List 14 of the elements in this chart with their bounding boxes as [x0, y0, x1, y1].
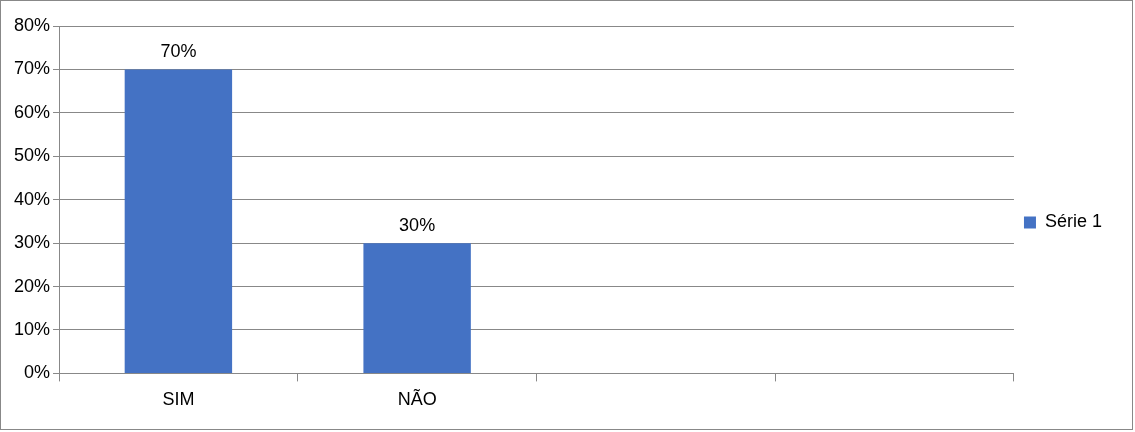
y-tick-label: 20%	[14, 275, 51, 296]
legend-label: Série 1	[1044, 211, 1103, 232]
y-tick-label: 50%	[14, 145, 51, 166]
y-tick-label: 80%	[14, 14, 51, 35]
y-tick-label: 0%	[24, 362, 51, 383]
y-tick-label: 70%	[14, 58, 51, 79]
text: 70%	[160, 41, 197, 62]
text: 30%	[399, 215, 436, 236]
x-tick-label: NÃO	[397, 388, 437, 410]
y-tick-label: 10%	[14, 318, 51, 339]
x-tick-label: SIM	[162, 389, 195, 410]
y-tick-label: 60%	[14, 101, 51, 122]
y-tick-label: 40%	[14, 188, 51, 209]
y-tick-label: 30%	[14, 232, 51, 253]
